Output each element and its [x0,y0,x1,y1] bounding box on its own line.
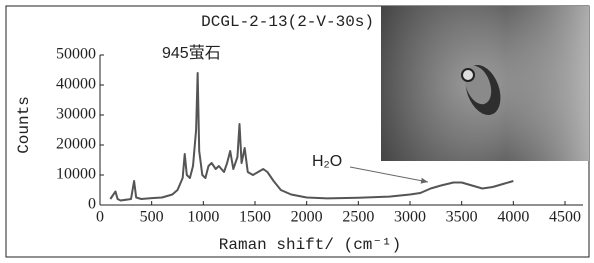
x-tick-label: 0 [96,209,104,226]
y-tick-label: 0 [88,196,96,213]
y-axis-label: Counts [15,96,33,154]
y-tick-label: 30000 [56,106,96,123]
annotation: 945萤石 [162,44,221,62]
annotation-arrow [350,167,428,182]
x-tick-label: 1000 [187,209,219,226]
y-tick-label: 10000 [56,166,96,183]
x-tick-label: 4500 [549,209,581,226]
y-tick-label: 50000 [56,46,96,63]
x-tick-label: 3000 [394,209,426,226]
x-tick-label: 1500 [239,209,271,226]
inset-photo [381,6,589,161]
x-tick-label: 3500 [446,209,478,226]
x-axis-label: Raman shift/ (cm⁻¹) [219,236,401,254]
y-tick-label: 40000 [56,76,96,93]
x-tick-label: 2000 [291,209,323,226]
y-tick-label: 20000 [56,136,96,153]
x-tick-label: 4000 [497,209,529,226]
x-tick-label: 2500 [342,209,374,226]
chart: DCGL-2-13(2-V-30s) 945萤石 H₂O Raman shift… [0,0,594,263]
annotation: H₂O [312,153,342,170]
x-tick-label: 500 [140,209,164,226]
chart-title: DCGL-2-13(2-V-30s) [201,13,374,31]
